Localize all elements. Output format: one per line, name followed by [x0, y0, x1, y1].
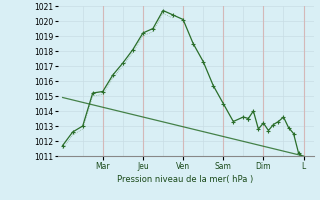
X-axis label: Pression niveau de la mer( hPa ): Pression niveau de la mer( hPa ) — [117, 175, 254, 184]
